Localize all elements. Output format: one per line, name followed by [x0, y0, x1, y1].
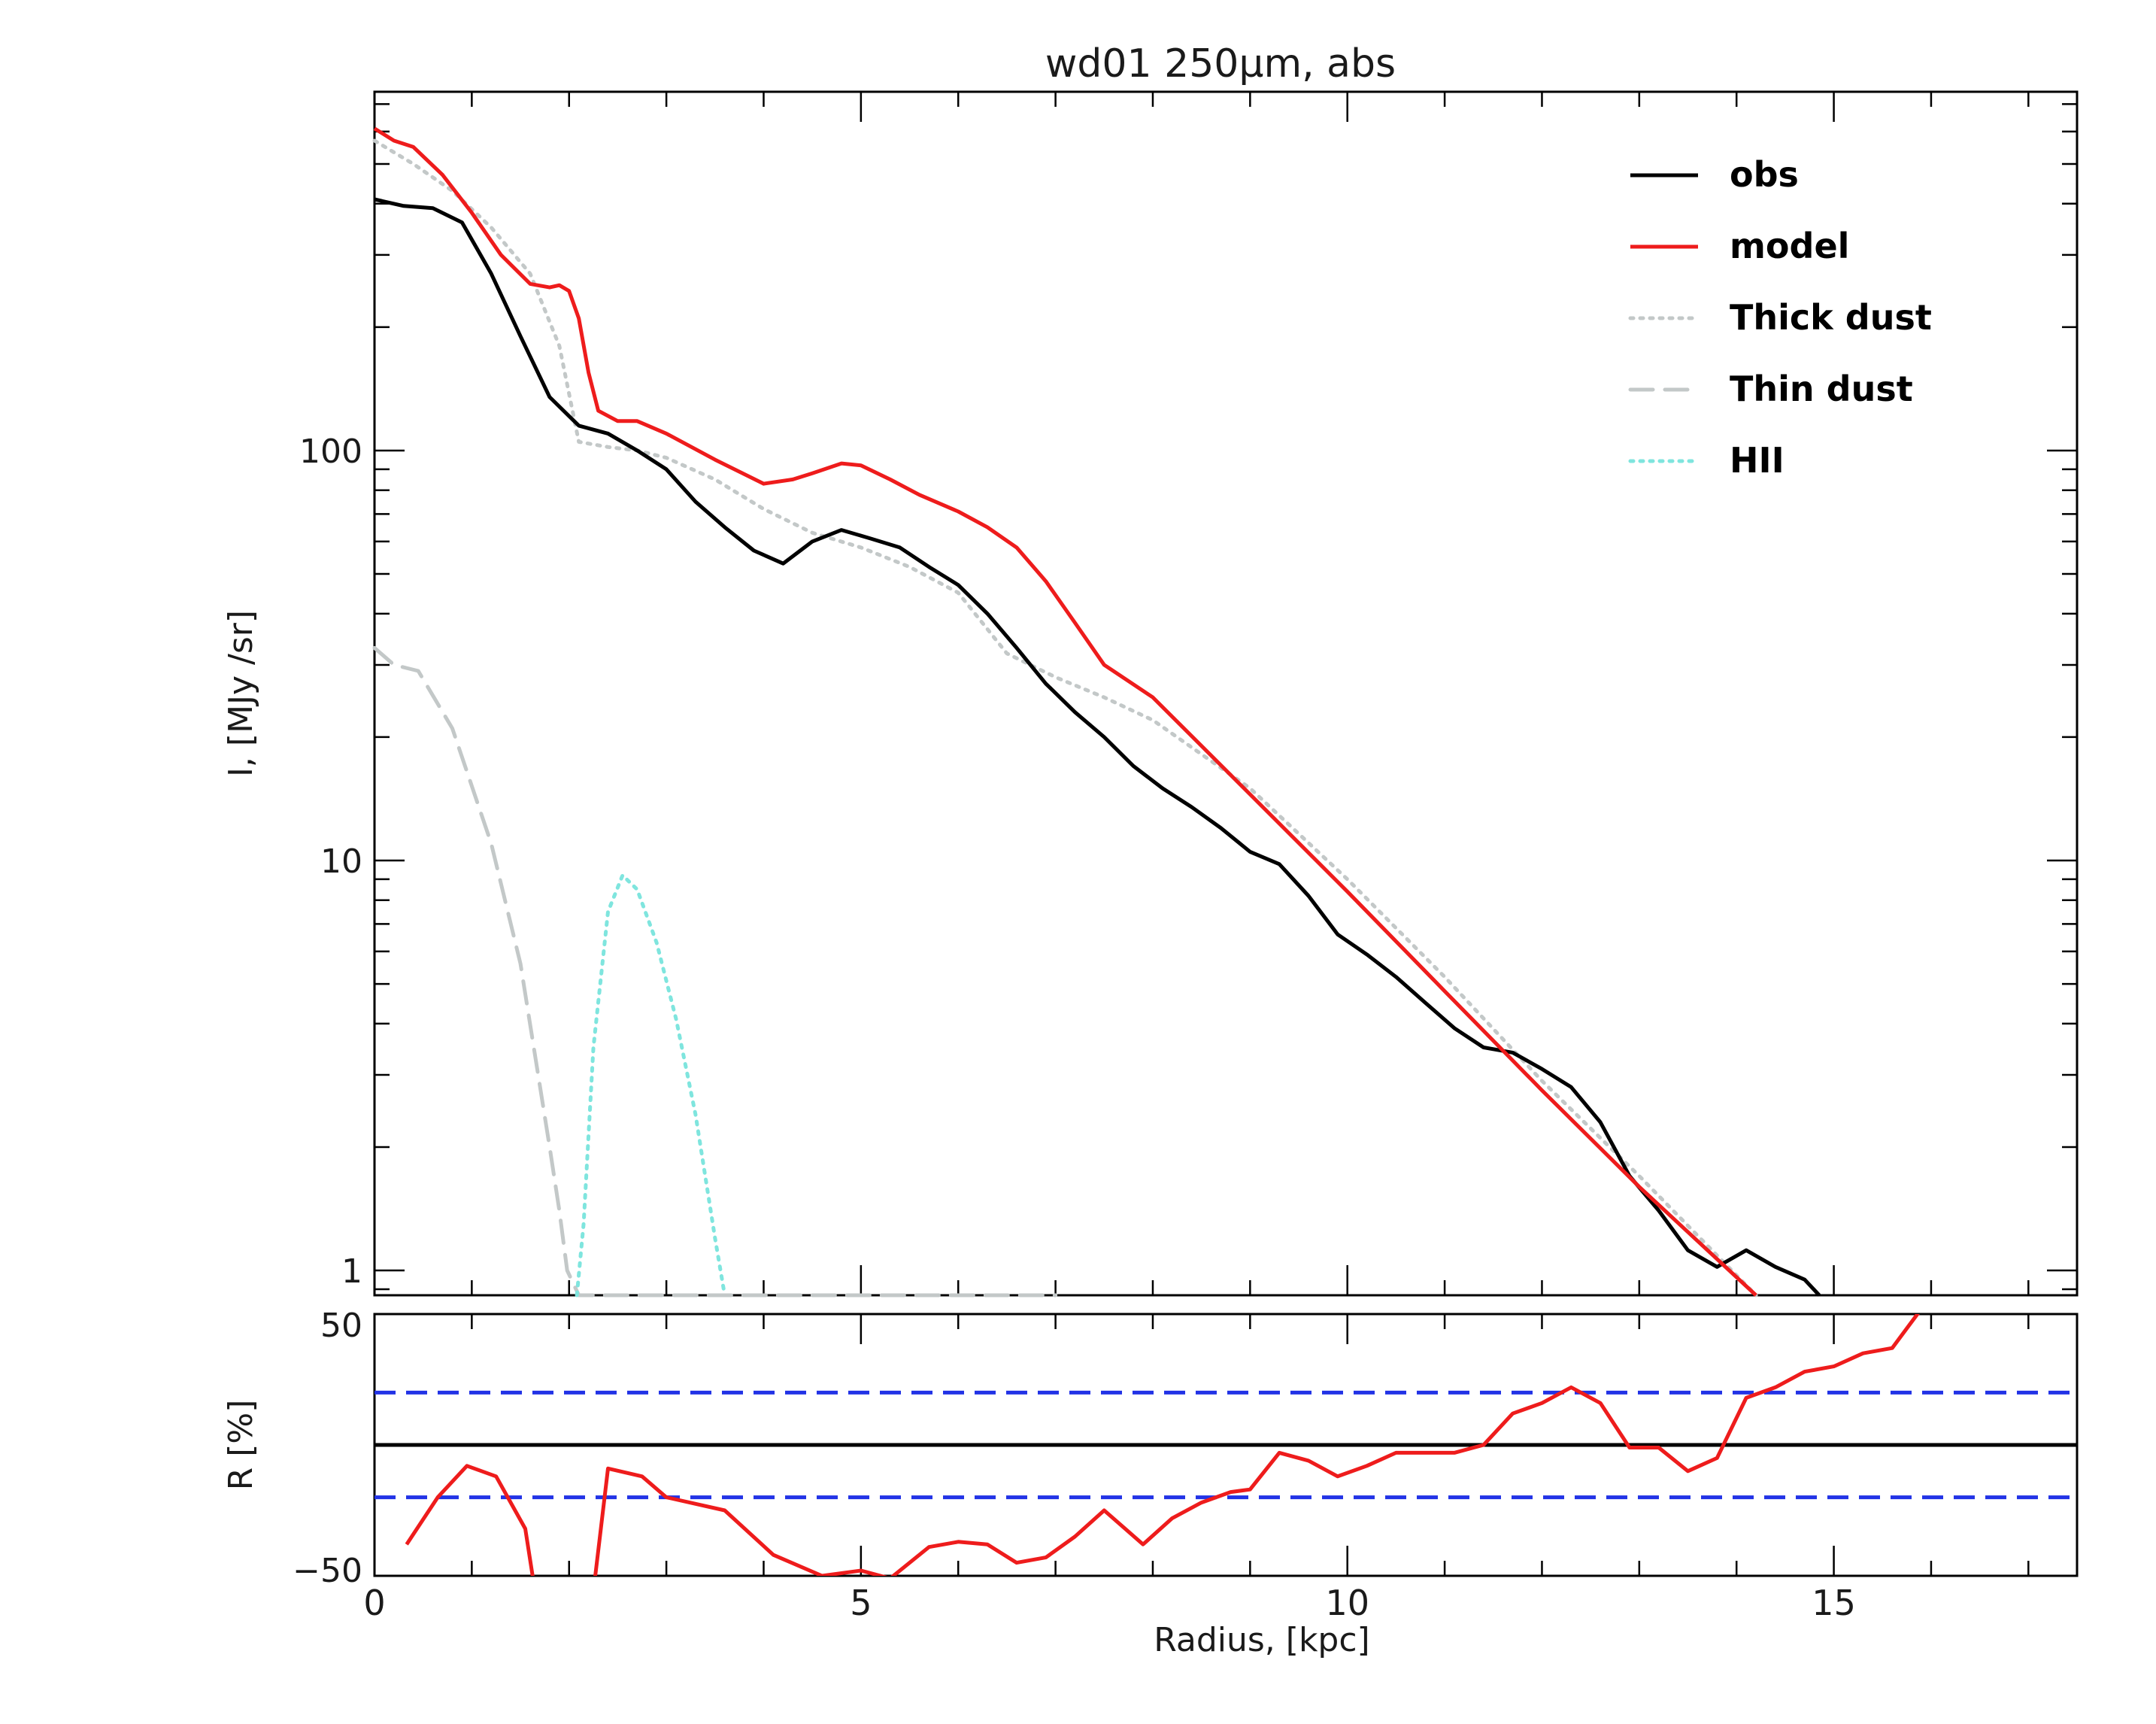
- y-tick-label: 100: [299, 433, 362, 471]
- top-panel: 1 10 100 I, [MJy /sr]: [222, 90, 2079, 1298]
- series-line-thick-dust: [372, 138, 1758, 1298]
- legend-label: Thick dust: [1730, 297, 1932, 338]
- x-tick-label: 10: [1325, 1583, 1369, 1623]
- bottom-series-group: [374, 1314, 2077, 1576]
- x-tick-label: 15: [1812, 1583, 1856, 1623]
- residual-line: [405, 1314, 1920, 1576]
- x-axis-label: Radius, [kpc]: [1154, 1621, 1369, 1659]
- legend-label: model: [1730, 226, 1849, 266]
- chart-title: wd01 250μm, abs: [1045, 41, 1396, 87]
- y-tick-label: 10: [320, 842, 362, 881]
- legend-label: Thin dust: [1730, 369, 1913, 409]
- x-tick-label: 0: [363, 1583, 385, 1623]
- top-y-axis-label: I, [MJy /sr]: [222, 610, 260, 777]
- bottom-y-axis-label: R [%]: [222, 1400, 260, 1491]
- top-series-group: [372, 126, 1821, 1298]
- series-line-thin-dust: [372, 645, 1058, 1298]
- series-line-model: [373, 126, 1757, 1297]
- y-tick-label: 50: [320, 1307, 362, 1345]
- series-line-hii: [575, 873, 727, 1298]
- x-tick-label: 5: [850, 1583, 872, 1623]
- bottom-panel: −50 50 R [%]: [222, 1307, 2079, 1590]
- y-tick-label: 1: [341, 1252, 362, 1291]
- top-plot-frame: [373, 90, 2079, 1297]
- series-line-obs: [374, 197, 1821, 1297]
- legend: obs model Thick dust Thin dust HII: [1628, 154, 1932, 481]
- legend-label: HII: [1730, 440, 1785, 481]
- x-tick-labels: 0 5 10 15: [363, 1583, 1855, 1623]
- bottom-axis-ticks: −50 50: [293, 1307, 2030, 1590]
- y-tick-label: −50: [293, 1552, 362, 1590]
- top-axis-ticks: 1 10 100: [299, 92, 2077, 1295]
- legend-label: obs: [1730, 154, 1799, 195]
